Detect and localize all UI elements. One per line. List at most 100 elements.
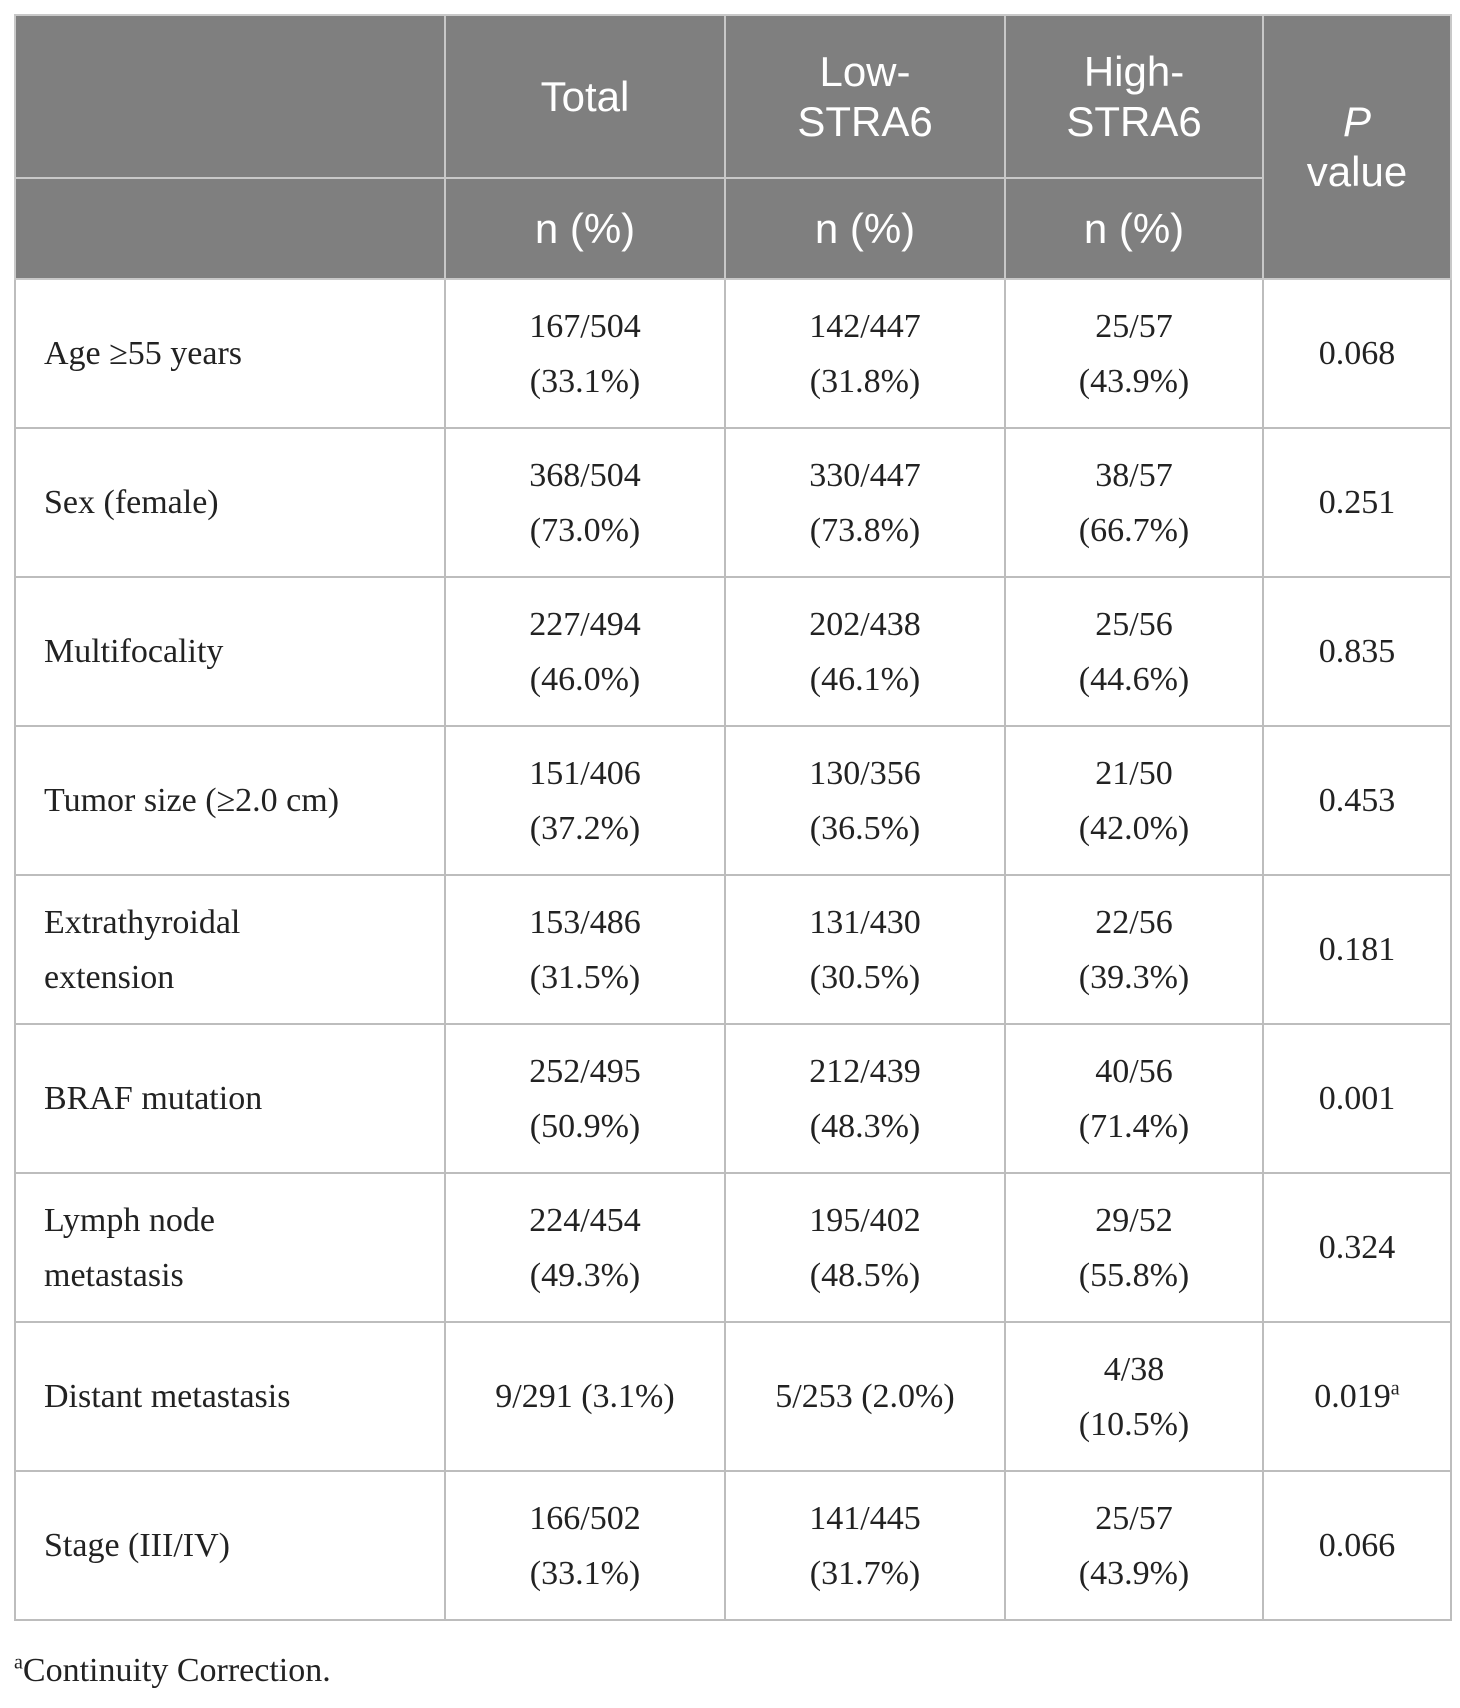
cell-p-value-line1: 0.001 (1318, 1080, 1396, 1117)
row-label-line1: BRAF mutation (44, 1080, 263, 1117)
subheader-empty-cell (14, 177, 446, 280)
cell-high-stra6-line2: (71.4%) (1078, 1107, 1190, 1145)
cell-high-stra6: 38/57 (66.7%) (1004, 427, 1264, 578)
row-label-line1: Extrathyroidal (44, 903, 241, 941)
row-label: Multifocality (14, 576, 446, 727)
cell-total: 252/495 (50.9%) (444, 1023, 726, 1174)
cell-p-value-line1: 0.181 (1318, 931, 1396, 968)
cell-high-stra6-line1: 25/57 (1095, 307, 1173, 345)
cell-low-stra6-line1: 195/402 (809, 1201, 921, 1239)
table-row: BRAF mutation 252/495 (50.9%) 212/439 (48.3%… (14, 1023, 1452, 1174)
cell-p-value: 0.066 (1262, 1470, 1452, 1621)
cell-low-stra6: 330/447 (73.8%) (724, 427, 1006, 578)
cell-total: 167/504 (33.1%) (444, 278, 726, 429)
cell-low-stra6-line1: 142/447 (809, 307, 921, 345)
cell-high-stra6: 21/50 (42.0%) (1004, 725, 1264, 876)
header-high-stra6: High- STRA6 (1004, 14, 1264, 179)
cell-p-value-line1: 0.066 (1318, 1527, 1396, 1564)
cell-p-value-line1: 0.453 (1318, 782, 1396, 819)
cell-p-value-line1: 0.068 (1318, 335, 1396, 372)
cell-low-stra6-line1: 131/430 (809, 903, 921, 941)
subheader-low: n (%) (724, 177, 1006, 280)
header-row: Total Low- STRA6 High- STRA6 P value (14, 14, 1452, 280)
table-container: Total Low- STRA6 High- STRA6 P value n (… (14, 14, 1452, 1621)
cell-total-line1: 368/504 (529, 456, 641, 494)
cell-low-stra6-line2: (30.5%) (809, 958, 921, 996)
header-p-line1: P (1342, 98, 1371, 145)
cell-low-stra6: 130/356 (36.5%) (724, 725, 1006, 876)
row-label: BRAF mutation (14, 1023, 446, 1174)
row-label: Distant metastasis (14, 1321, 446, 1472)
cell-high-stra6-line2: (44.6%) (1078, 660, 1190, 698)
cell-high-stra6-line2: (10.5%) (1078, 1405, 1190, 1443)
row-label-line1: Distant metastasis (44, 1378, 291, 1415)
cell-high-stra6-line1: 21/50 (1095, 754, 1173, 792)
footnote-marker: a (14, 1651, 23, 1674)
cell-low-stra6-line2: (48.5%) (809, 1256, 921, 1294)
row-label-line2: extension (44, 958, 175, 996)
cell-high-stra6: 40/56 (71.4%) (1004, 1023, 1264, 1174)
table-row: Extrathyroidal extension 153/486 (31.5%) 131… (14, 874, 1452, 1025)
table-row: Lymph node metastasis 224/454 (49.3%) 195/40… (14, 1172, 1452, 1323)
row-label: Lymph node metastasis (14, 1172, 446, 1323)
row-label-line1: Stage (III/IV) (44, 1527, 230, 1564)
cell-p-value: 0.324 (1262, 1172, 1452, 1323)
row-label: Tumor size (≥2.0 cm) (14, 725, 446, 876)
cell-low-stra6: 202/438 (46.1%) (724, 576, 1006, 727)
cell-p-value: 0.001 (1262, 1023, 1452, 1174)
cell-low-stra6-line2: (31.8%) (809, 362, 921, 400)
cell-high-stra6-line1: 25/57 (1095, 1499, 1173, 1537)
cell-total-line2: (49.3%) (529, 1256, 641, 1294)
cell-total-line1: 9/291 (3.1%) (495, 1378, 675, 1415)
row-label: Sex (female) (14, 427, 446, 578)
table-footnote: aContinuity Correction. (14, 1651, 331, 1691)
subheader-total: n (%) (444, 177, 726, 280)
cell-p-value-line1: 0.835 (1318, 633, 1396, 670)
cell-total: 227/494 (46.0%) (444, 576, 726, 727)
row-label: Stage (III/IV) (14, 1470, 446, 1621)
table-header: Total Low- STRA6 High- STRA6 P value n (… (14, 14, 1452, 280)
cell-high-stra6: 4/38 (10.5%) (1004, 1321, 1264, 1472)
table-row: Multifocality 227/494 (46.0%) 202/438 (46.1%… (14, 576, 1452, 727)
cell-high-stra6-line2: (42.0%) (1078, 809, 1190, 847)
cell-total-line1: 167/504 (529, 307, 641, 345)
table-body: Age ≥55 years 167/504 (33.1%) 142/447 (31.8%… (14, 278, 1452, 1621)
table-row: Distant metastasis 9/291 (3.1%) 5/253 (2.0… (14, 1321, 1452, 1472)
cell-total-line1: 224/454 (529, 1201, 641, 1239)
cell-total: 224/454 (49.3%) (444, 1172, 726, 1323)
cell-high-stra6-line2: (55.8%) (1078, 1256, 1190, 1294)
cell-p-value-line1: 0.019 (1314, 1378, 1391, 1415)
table-row: Tumor size (≥2.0 cm) 151/406 (37.2%) 130/35… (14, 725, 1452, 876)
footnote-ref: a (1390, 1377, 1400, 1400)
cell-total-line1: 227/494 (529, 605, 641, 643)
row-label: Extrathyroidal extension (14, 874, 446, 1025)
header-total-label: Total (540, 72, 630, 120)
stra6-clinicopathological-table: Total Low- STRA6 High- STRA6 P value n (… (14, 14, 1452, 1621)
row-label-line1: Lymph node (44, 1201, 215, 1239)
header-low-line2: STRA6 (797, 97, 933, 145)
cell-low-stra6: 212/439 (48.3%) (724, 1023, 1006, 1174)
cell-low-stra6: 195/402 (48.5%) (724, 1172, 1006, 1323)
cell-total-line1: 153/486 (529, 903, 641, 941)
cell-high-stra6: 22/56 (39.3%) (1004, 874, 1264, 1025)
cell-total: 153/486 (31.5%) (444, 874, 726, 1025)
cell-low-stra6-line1: 202/438 (809, 605, 921, 643)
cell-low-stra6-line1: 212/439 (809, 1052, 921, 1090)
cell-total-line1: 252/495 (529, 1052, 641, 1090)
cell-p-value: 0.835 (1262, 576, 1452, 727)
cell-low-stra6: 131/430 (30.5%) (724, 874, 1006, 1025)
cell-high-stra6: 25/57 (43.9%) (1004, 278, 1264, 429)
cell-total-line1: 151/406 (529, 754, 641, 792)
row-label: Age ≥55 years (14, 278, 446, 429)
cell-high-stra6: 25/56 (44.6%) (1004, 576, 1264, 727)
row-label-line2: metastasis (44, 1256, 184, 1294)
subheader-row: n (%) n (%) n (%) (14, 177, 1451, 280)
cell-low-stra6-line2: (36.5%) (809, 809, 921, 847)
cell-high-stra6-line2: (43.9%) (1078, 362, 1190, 400)
cell-p-value-line1: 0.324 (1318, 1229, 1396, 1266)
cell-high-stra6-line2: (66.7%) (1078, 511, 1190, 549)
cell-total: 151/406 (37.2%) (444, 725, 726, 876)
cell-low-stra6: 141/445 (31.7%) (724, 1470, 1006, 1621)
cell-p-value-line1: 0.251 (1318, 484, 1396, 521)
header-high-line2: STRA6 (1066, 97, 1202, 145)
